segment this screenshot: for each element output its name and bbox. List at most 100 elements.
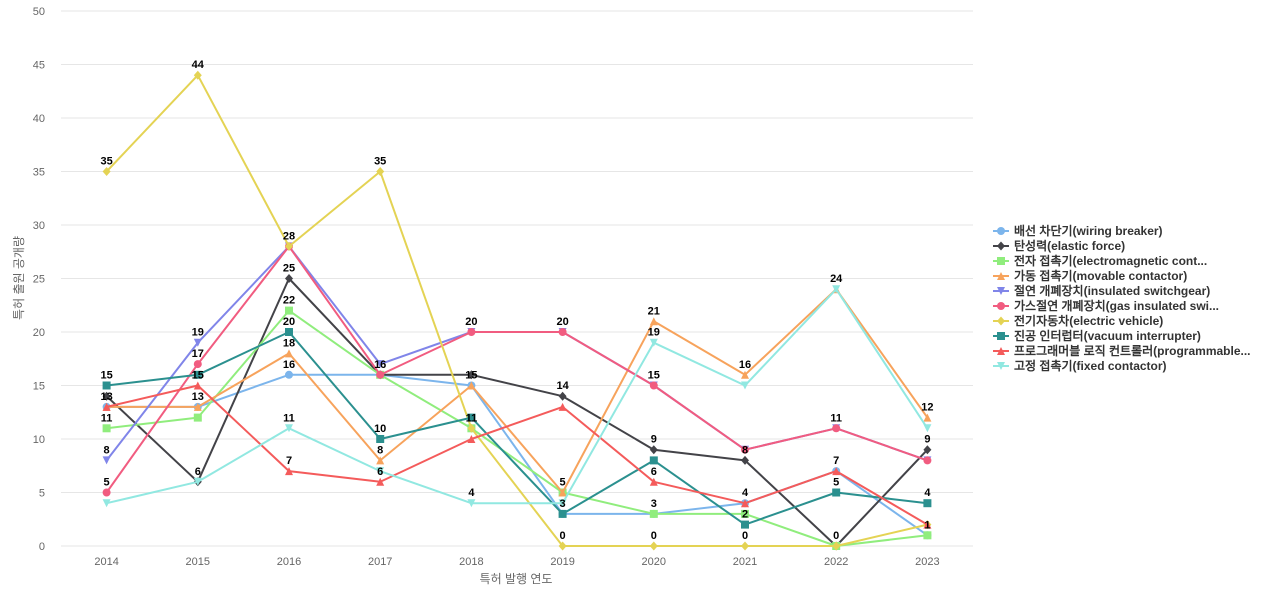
data-label: 20 [283, 316, 295, 328]
data-point [193, 370, 202, 379]
data-point [193, 70, 202, 80]
legend-marker [997, 316, 1005, 326]
data-label: 35 [374, 156, 386, 168]
series-9 [102, 285, 932, 508]
data-point [376, 477, 385, 486]
series-2 [102, 306, 932, 550]
series-4 [102, 242, 932, 465]
data-label: 9 [924, 434, 930, 446]
data-point [558, 499, 567, 508]
data-label: 9 [651, 434, 657, 446]
data-point [923, 520, 932, 529]
data-point [923, 531, 932, 540]
series-line [105, 309, 929, 547]
data-point [741, 520, 749, 529]
data-label: 14 [556, 380, 569, 392]
data-point [376, 167, 385, 176]
legend-marker [997, 302, 1005, 310]
legend: 배선 차단기(wiring breaker)탄성력(elastic force)… [993, 223, 1251, 373]
legend-item: 배선 차단기(wiring breaker) [993, 223, 1163, 238]
legend-label: 가스절연 개폐장치(gas insulated swi... [1014, 298, 1219, 313]
series-line [105, 288, 929, 505]
data-point [193, 477, 202, 486]
y-axis-title: 특허 출원 공개량 [12, 236, 26, 320]
data-point [923, 445, 932, 455]
data-point [649, 541, 658, 551]
data-label: 22 [283, 295, 295, 307]
y-tick-label: 35 [33, 167, 45, 179]
data-label: 15 [465, 370, 477, 382]
data-point [649, 477, 658, 486]
data-labels: 3515131185441917151362825222018161173516… [100, 59, 933, 542]
data-point [102, 499, 111, 508]
legend-marker [997, 227, 1005, 235]
data-point [285, 274, 293, 283]
data-point [467, 435, 476, 443]
y-tick-label: 50 [33, 6, 45, 18]
data-point [376, 370, 385, 379]
x-tick-label: 2015 [186, 556, 210, 568]
legend-marker [997, 347, 1005, 355]
data-point [832, 424, 841, 433]
y-tick-label: 40 [33, 113, 45, 125]
legend-marker [997, 362, 1005, 370]
series-8 [102, 381, 932, 529]
data-label: 8 [377, 444, 383, 456]
data-point [741, 509, 749, 518]
legend-item: 탄성력(elastic force) [993, 238, 1125, 253]
y-tick-label: 15 [33, 381, 45, 393]
data-label: 4 [468, 487, 475, 499]
data-label: 6 [651, 466, 657, 478]
legend-item: 가스절연 개폐장치(gas insulated swi... [993, 298, 1219, 313]
series-line [105, 74, 929, 547]
data-point [741, 541, 749, 551]
data-point [649, 456, 658, 465]
data-label: 5 [833, 477, 839, 489]
y-tick-label: 30 [33, 220, 45, 232]
data-label: 15 [648, 370, 660, 382]
legend-marker [997, 287, 1005, 295]
legend-label: 전기자동차(electric vehicle) [1014, 313, 1163, 328]
data-label: 16 [739, 359, 751, 371]
data-point [558, 328, 567, 336]
data-point [285, 467, 293, 476]
x-tick-label: 2018 [459, 556, 483, 568]
data-point [467, 381, 476, 390]
data-label: 28 [283, 230, 295, 242]
data-point [741, 499, 749, 508]
series-line [105, 331, 929, 526]
legend-marker [997, 257, 1005, 265]
x-tick-label: 2017 [368, 556, 392, 568]
data-point [193, 360, 202, 369]
data-label: 7 [833, 455, 839, 467]
data-label: 2 [742, 509, 748, 521]
data-label: 0 [833, 530, 839, 542]
data-label: 11 [101, 412, 113, 424]
x-tick-label: 2023 [915, 556, 939, 568]
legend-label: 절연 개폐장치(insulated switchgear) [1014, 283, 1210, 298]
data-label: 11 [283, 412, 295, 424]
data-label: 19 [648, 327, 660, 339]
data-point [467, 423, 476, 433]
legend-item: 전자 접촉기(electromagnetic cont... [993, 253, 1207, 268]
data-label: 13 [100, 391, 112, 403]
data-label: 44 [192, 59, 205, 71]
legend-marker [997, 332, 1005, 340]
data-label: 21 [648, 305, 660, 317]
legend-item: 진공 인터럽터(vacuum interrupter) [993, 328, 1201, 343]
legend-label: 진공 인터럽터(vacuum interrupter) [1014, 328, 1201, 343]
x-tick-label: 2019 [550, 556, 574, 568]
data-point [741, 455, 749, 465]
y-tick-label: 25 [33, 274, 45, 286]
data-point [741, 381, 749, 390]
data-label: 20 [556, 316, 568, 328]
x-tick-label: 2014 [94, 556, 118, 568]
x-tick-label: 2020 [642, 556, 666, 568]
y-tick-label: 10 [33, 434, 45, 446]
data-label: 3 [560, 498, 566, 510]
data-point [285, 424, 293, 433]
data-point [558, 488, 567, 497]
data-label: 25 [283, 263, 295, 275]
series-line [105, 245, 929, 494]
legend-item: 절연 개폐장치(insulated switchgear) [993, 283, 1210, 298]
